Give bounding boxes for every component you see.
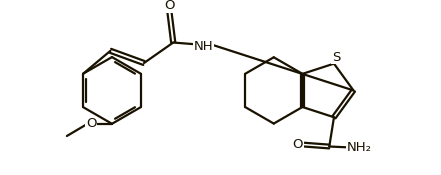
Text: O: O: [164, 0, 175, 12]
Text: NH: NH: [194, 40, 213, 53]
Text: NH₂: NH₂: [346, 141, 371, 154]
Text: S: S: [332, 51, 340, 64]
Text: O: O: [86, 117, 97, 130]
Text: O: O: [292, 138, 303, 151]
